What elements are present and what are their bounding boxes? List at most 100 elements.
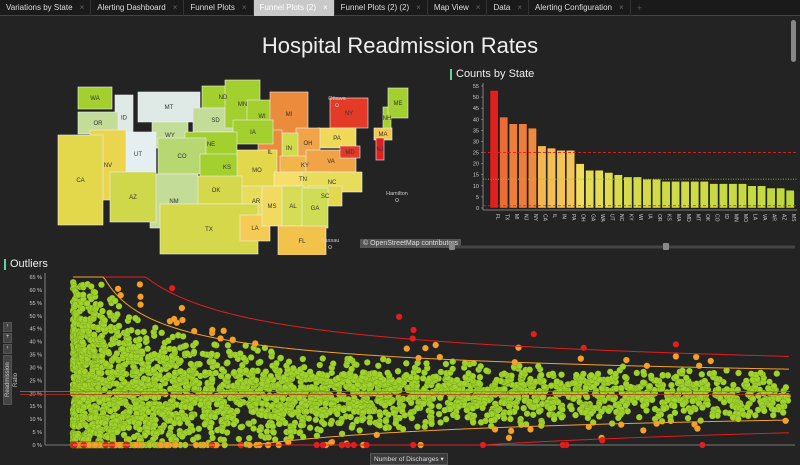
state-label: ND xyxy=(219,95,228,101)
tab-funnel-plots[interactable]: Funnel Plots × xyxy=(184,0,254,16)
data-point xyxy=(782,383,790,391)
y-tick-label: 35 xyxy=(473,128,479,134)
data-point xyxy=(709,412,716,420)
data-point xyxy=(624,407,632,415)
state-wa xyxy=(77,86,113,110)
data-point xyxy=(635,413,643,421)
data-point xyxy=(622,356,630,364)
y-tick-label: 50 xyxy=(473,95,479,101)
tab-alerting-dashboard[interactable]: Alerting Dashboard × xyxy=(91,0,185,16)
data-point xyxy=(153,363,161,371)
state-ok xyxy=(189,175,243,205)
close-icon[interactable]: × xyxy=(475,3,481,12)
state-ga xyxy=(301,187,329,229)
data-point xyxy=(374,362,382,370)
state-ia xyxy=(232,119,274,145)
y-tick-label: 60 % xyxy=(29,288,42,294)
data-point xyxy=(277,354,285,362)
data-point xyxy=(742,377,750,385)
scrollbar[interactable] xyxy=(791,20,796,62)
data-point xyxy=(209,358,217,366)
x-tick-label: MS xyxy=(790,214,796,222)
tab-map-view[interactable]: Map View × xyxy=(428,0,488,16)
data-point xyxy=(507,415,514,423)
city-marker-icon xyxy=(335,103,339,107)
x-axis-selector[interactable]: Number of Discharges ▾ xyxy=(370,453,448,465)
bar-co xyxy=(709,183,719,209)
collapse-button[interactable]: › xyxy=(3,344,12,354)
state-label: AL xyxy=(289,204,297,210)
x-axis-label: Number of Discharges xyxy=(374,456,439,463)
data-point xyxy=(224,373,232,380)
expand-button[interactable]: › xyxy=(3,322,12,332)
tab-data[interactable]: Data × xyxy=(487,0,530,16)
data-point xyxy=(99,307,106,315)
tab-label: Alerting Dashboard xyxy=(97,3,166,12)
data-point xyxy=(449,365,457,373)
data-point xyxy=(667,417,675,425)
data-point xyxy=(306,368,314,376)
data-point xyxy=(376,422,384,429)
data-point xyxy=(319,355,327,362)
tab-funnel-plots-2-2-[interactable]: Funnel Plots (2) (2) × xyxy=(335,0,428,16)
data-point xyxy=(265,434,273,441)
close-icon[interactable]: × xyxy=(172,3,178,12)
data-point xyxy=(622,380,630,388)
x-tick-label: VA xyxy=(761,214,767,221)
y-tick-label: 25 % xyxy=(29,378,42,384)
state-fl xyxy=(277,225,327,255)
close-icon[interactable]: × xyxy=(241,3,247,12)
data-point xyxy=(97,300,104,308)
state-label: MS xyxy=(268,204,277,210)
data-point xyxy=(423,359,430,367)
state-label: TX xyxy=(205,227,213,233)
data-point xyxy=(270,429,278,436)
data-point xyxy=(315,370,323,378)
data-point xyxy=(166,385,174,393)
add-tab-button[interactable]: + xyxy=(636,3,642,13)
bar-ky xyxy=(623,176,633,209)
data-point xyxy=(698,404,706,411)
close-icon[interactable]: × xyxy=(416,3,421,12)
data-point xyxy=(384,369,391,377)
map-attribution[interactable]: © OpenStreetMap contributors xyxy=(360,239,462,248)
add-button[interactable]: + xyxy=(3,333,12,343)
state-label: NH xyxy=(383,116,392,122)
data-point xyxy=(515,344,522,352)
data-point xyxy=(442,360,450,368)
close-icon[interactable]: × xyxy=(618,3,624,12)
data-point xyxy=(208,350,216,358)
data-point xyxy=(137,301,144,309)
state-label: NM xyxy=(169,199,178,205)
data-point xyxy=(402,371,410,379)
data-point xyxy=(348,424,356,431)
data-point xyxy=(410,326,417,334)
data-point xyxy=(558,413,566,421)
y-axis-selector[interactable]: Readmission Ratio xyxy=(3,355,19,405)
bar-id xyxy=(719,183,728,209)
data-point xyxy=(336,419,344,427)
data-point xyxy=(679,367,686,375)
state-label: ME xyxy=(394,101,403,107)
y-tick-label: 0 xyxy=(476,206,479,212)
x-tick-label: CO xyxy=(713,214,719,222)
close-icon[interactable]: × xyxy=(79,3,85,12)
data-point xyxy=(435,402,443,410)
x-tick-label: MT xyxy=(694,214,700,221)
data-point xyxy=(477,362,485,370)
tab-funnel-plots-2-[interactable]: Funnel Plots (2) × xyxy=(253,0,335,16)
data-point xyxy=(697,417,705,425)
tab-variations-by-state[interactable]: Variations by State × xyxy=(0,0,92,16)
data-point xyxy=(527,425,534,433)
data-point xyxy=(701,377,709,385)
x-tick-label: AR xyxy=(771,214,777,221)
close-icon[interactable]: × xyxy=(517,3,523,12)
tab-alerting-configuration[interactable]: Alerting Configuration × xyxy=(529,0,631,16)
data-point xyxy=(684,414,692,422)
us-map[interactable]: WA ID MT OR WY ND SD MN WI MI NY NH ME MA PA NJ OH IN IL IA… xyxy=(40,60,450,255)
bar-wa xyxy=(594,170,604,209)
data-point xyxy=(347,413,355,421)
state-label: NE xyxy=(207,142,215,148)
data-point xyxy=(267,372,275,380)
close-icon[interactable]: × xyxy=(323,3,328,12)
